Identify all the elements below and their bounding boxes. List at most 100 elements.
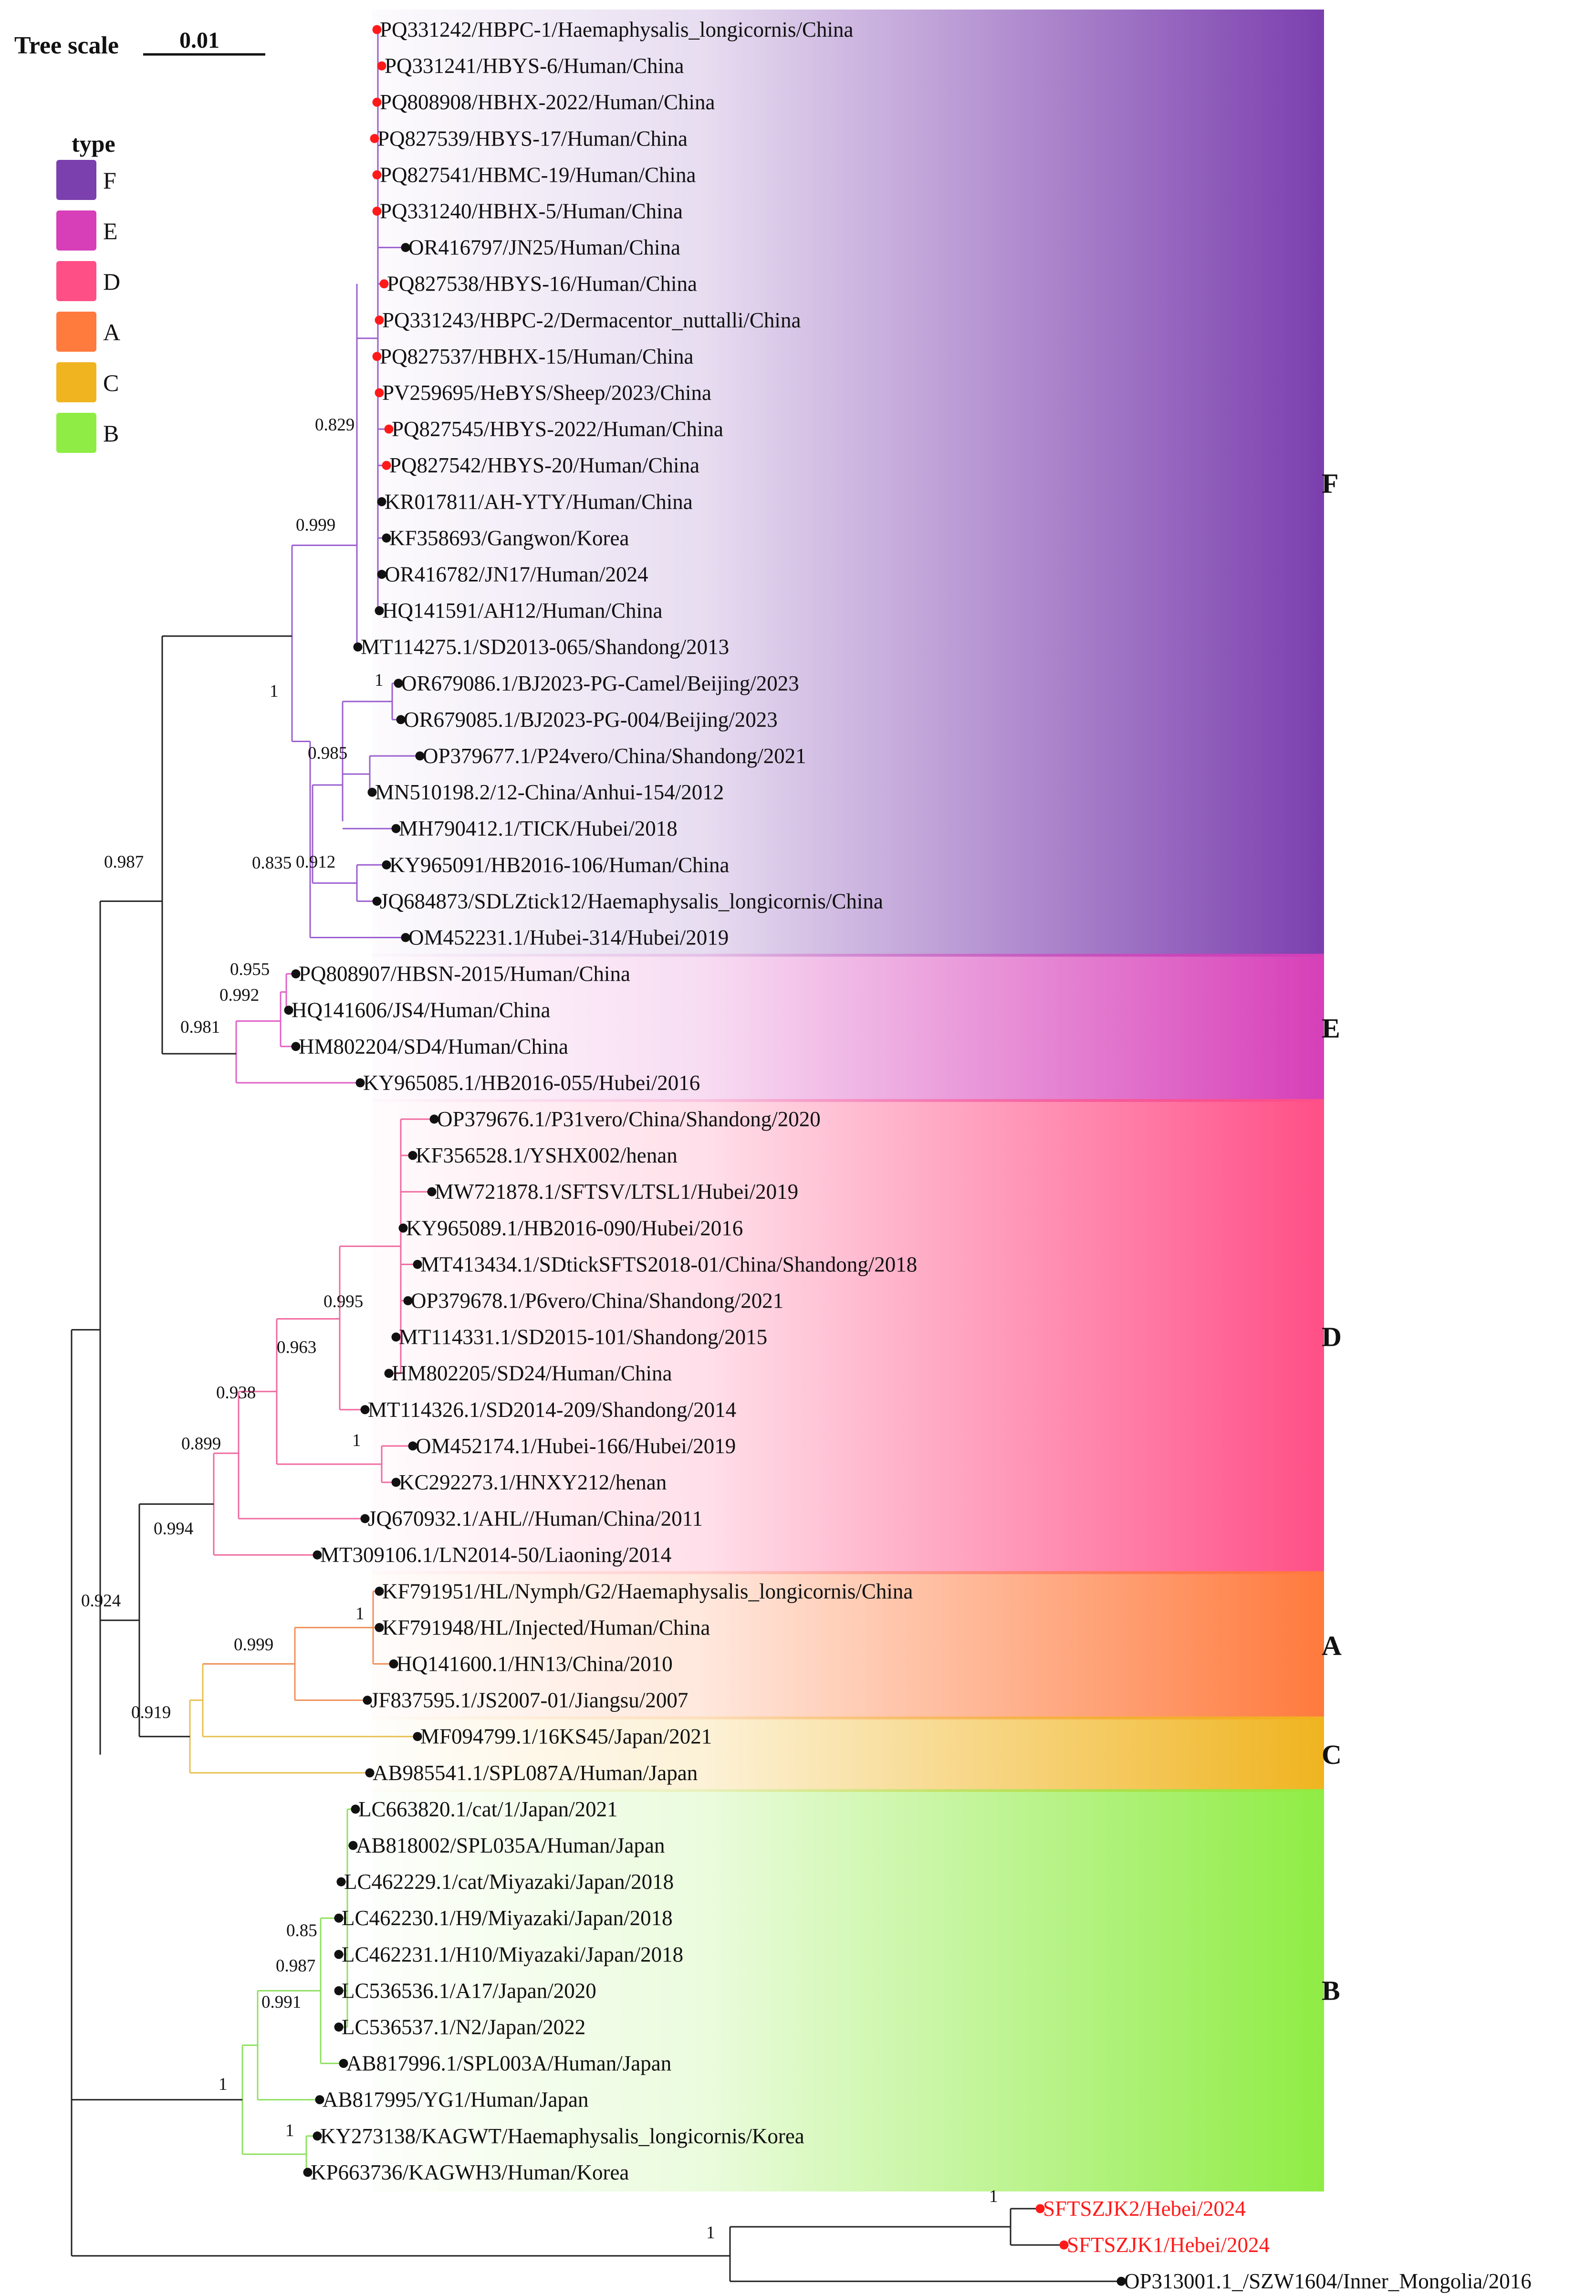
leaf-label: OR679085.1/BJ2023-PG-004/Beijing/2023 — [404, 708, 778, 732]
clade-band-f — [372, 9, 1324, 957]
leaf-label: KC292273.1/HNXY212/henan — [399, 1470, 667, 1494]
tip-dot — [384, 424, 394, 434]
tip-dot — [384, 1369, 394, 1378]
tip-dot — [339, 2059, 348, 2068]
support-value: 1 — [352, 1431, 361, 1450]
tip-dot — [372, 352, 382, 361]
support-value: 1 — [375, 671, 384, 690]
leaf-label: OR416797/JN25/Human/China — [408, 236, 680, 260]
clade-label-a: A — [1322, 1630, 1342, 1661]
tip-dot — [372, 896, 382, 906]
tip-dot — [1116, 2276, 1126, 2286]
leaf-label: OM452174.1/Hubei-166/Hubei/2019 — [416, 1434, 736, 1458]
tip-dot — [372, 170, 382, 179]
leaf-label: OR416782/JN17/Human/2024 — [385, 563, 648, 587]
clade-label-b: B — [1322, 1975, 1340, 2006]
leaf-label: KF358693/Gangwon/Korea — [389, 526, 629, 550]
leaf-label: MT309106.1/LN2014-50/Liaoning/2014 — [320, 1543, 671, 1567]
tip-dot — [355, 1078, 365, 1088]
legend-label-f: F — [103, 167, 116, 194]
leaf-label: PQ827537/HBHX-15/Human/China — [380, 345, 694, 368]
tip-dot — [382, 533, 391, 543]
support-value: 0.985 — [308, 744, 347, 763]
tip-dot — [391, 824, 401, 833]
clade-band-a — [372, 1571, 1324, 1719]
tip-dot — [391, 1332, 401, 1342]
legend-swatch-c — [56, 362, 96, 402]
tip-dot — [367, 787, 377, 797]
support-value: 0.85 — [286, 1921, 317, 1940]
tip-dot — [375, 315, 384, 325]
support-value: 1 — [355, 1604, 365, 1624]
tip-dot — [408, 1441, 417, 1451]
support-value: 0.963 — [277, 1338, 316, 1357]
support-value: 0.999 — [234, 1635, 273, 1655]
legend-swatch-e — [56, 210, 96, 251]
support-value: 0.987 — [104, 852, 144, 872]
support-value: 0.987 — [276, 1956, 315, 1976]
clade-band-c — [372, 1716, 1324, 1792]
leaf-label: MT114326.1/SD2014-209/Shandong/2014 — [368, 1398, 736, 1422]
support-value: 0.829 — [315, 415, 355, 435]
support-value: 0.995 — [323, 1292, 363, 1311]
leaf-label: PQ331240/HBHX-5/Human/China — [380, 199, 683, 223]
tip-dot — [372, 25, 382, 34]
tip-dot — [398, 1223, 408, 1233]
leaf-label: AB817996.1/SPL003A/Human/Japan — [346, 2052, 671, 2076]
leaf-label: JQ684873/SDLZtick12/Haemaphysalis_longic… — [380, 889, 883, 913]
tree-scale-value: 0.01 — [179, 28, 219, 53]
tip-dot — [348, 1841, 358, 1850]
tip-dot — [403, 1296, 413, 1305]
legend-swatch-a — [56, 312, 96, 352]
leaf-label: LC462230.1/H9/Miyazaki/Japan/2018 — [342, 1906, 673, 1930]
legend-label-c: C — [103, 369, 119, 396]
leaf-label: KY965091/HB2016-106/Human/China — [389, 853, 729, 877]
tip-dot — [1035, 2204, 1045, 2213]
tip-dot — [394, 679, 403, 688]
tip-dot — [313, 1550, 322, 1560]
support-value: 1 — [270, 681, 279, 701]
support-value: 0.835 — [252, 853, 292, 873]
legend-title: type — [72, 130, 115, 157]
leaf-label: MW721878.1/SFTSV/LTSL1/Hubei/2019 — [435, 1180, 798, 1204]
leaf-label: MF094799.1/16KS45/Japan/2021 — [420, 1725, 712, 1749]
support-value: 0.981 — [180, 1017, 220, 1037]
leaf-label: HM802204/SD4/Human/China — [299, 1035, 568, 1059]
tip-dot — [351, 1804, 360, 1814]
leaf-label: PQ827538/HBYS-16/Human/China — [387, 272, 697, 296]
leaf-label: KY965089.1/HB2016-090/Hubei/2016 — [406, 1216, 743, 1240]
tip-dot — [360, 1514, 370, 1523]
support-value: 0.955 — [230, 960, 270, 979]
leaf-label: PQ331243/HBPC-2/Dermacentor_nuttalli/Chi… — [382, 308, 801, 332]
tip-dot — [315, 2095, 324, 2105]
tip-dot — [391, 1478, 401, 1487]
support-value: 0.899 — [181, 1434, 221, 1454]
tree-scale-title: Tree scale — [14, 32, 119, 59]
leaf-label: OM452231.1/Hubei-314/Hubei/2019 — [408, 926, 729, 950]
tip-dot — [401, 933, 410, 942]
tip-dot — [413, 1732, 422, 1741]
tip-dot — [360, 1405, 370, 1415]
tip-dot — [377, 570, 386, 579]
tip-dot — [365, 1768, 375, 1778]
support-value: 0.919 — [131, 1703, 171, 1722]
leaf-label: OP379676.1/P31vero/China/Shandong/2020 — [437, 1107, 821, 1131]
tip-dot — [401, 243, 410, 252]
tip-dot — [415, 751, 425, 761]
leaf-label: HM802205/SD24/Human/China — [392, 1362, 672, 1385]
leaf-label: OP379678.1/P6vero/China/Shandong/2021 — [411, 1289, 783, 1313]
clade-band-b — [372, 1789, 1324, 2191]
leaf-label: OP379677.1/P24vero/China/Shandong/2021 — [423, 744, 806, 768]
tip-dot — [334, 2023, 344, 2032]
leaf-label: PV259695/HeBYS/Sheep/2023/China — [382, 381, 711, 405]
support-value: 0.924 — [81, 1591, 121, 1611]
leaf-label: HQ141600.1/HN13/China/2010 — [396, 1652, 673, 1676]
tip-dot — [334, 1950, 344, 1959]
tip-dot — [382, 461, 391, 470]
support-value: 1 — [285, 2121, 294, 2140]
legend-swatch-d — [56, 261, 96, 301]
legend-label-a: A — [103, 319, 120, 346]
leaf-label: LC536537.1/N2/Japan/2022 — [342, 2015, 585, 2039]
tip-dot — [303, 2168, 313, 2177]
